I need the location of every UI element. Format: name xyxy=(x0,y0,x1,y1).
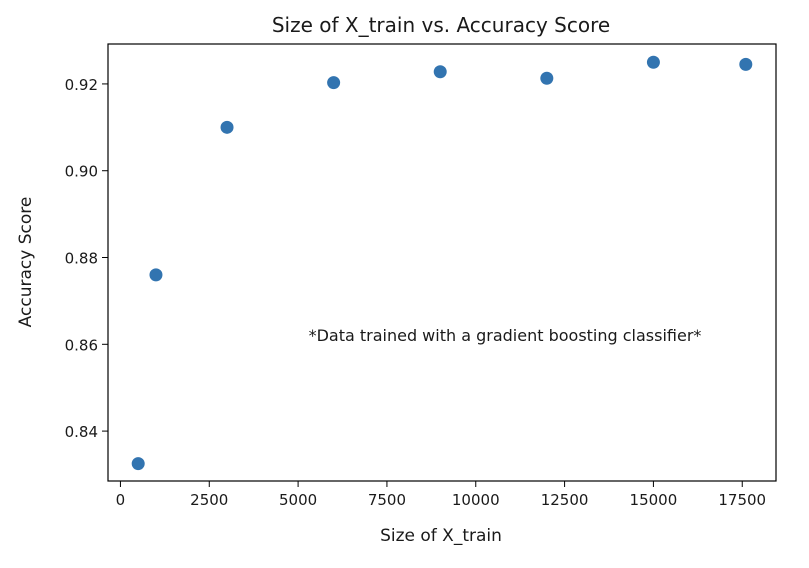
y-axis-ticks: 0.84 0.86 0.88 0.90 0.92 xyxy=(65,76,108,441)
y-tick-label: 0.84 xyxy=(65,423,98,441)
y-tick-label: 0.86 xyxy=(65,336,98,354)
data-point xyxy=(739,57,753,71)
y-tick-label: 0.90 xyxy=(65,163,98,181)
x-tick-label: 12500 xyxy=(541,491,589,509)
plot-frame xyxy=(107,43,777,482)
data-point xyxy=(220,120,234,134)
data-point xyxy=(327,76,341,90)
x-tick-label: 5000 xyxy=(279,491,317,509)
data-point xyxy=(131,457,145,471)
data-point xyxy=(149,268,163,282)
data-point xyxy=(646,55,660,69)
scatter-points xyxy=(131,55,753,471)
annotation-text: *Data trained with a gradient boosting c… xyxy=(309,326,702,345)
x-tick-label: 7500 xyxy=(368,491,406,509)
x-axis-label: Size of X_train xyxy=(380,526,502,546)
x-tick-label: 15000 xyxy=(630,491,678,509)
data-point xyxy=(433,65,447,79)
x-axis-ticks: 0 2500 5000 7500 10000 12500 15000 17500 xyxy=(116,481,766,509)
data-point xyxy=(540,71,554,85)
y-axis-label: Accuracy Score xyxy=(16,197,36,328)
y-tick-label: 0.92 xyxy=(65,76,98,94)
x-tick-label: 17500 xyxy=(718,491,766,509)
x-tick-label: 10000 xyxy=(452,491,500,509)
y-tick-label: 0.88 xyxy=(65,250,98,268)
x-tick-label: 0 xyxy=(116,491,126,509)
chart-title: Size of X_train vs. Accuracy Score xyxy=(272,13,610,37)
x-tick-label: 2500 xyxy=(190,491,228,509)
